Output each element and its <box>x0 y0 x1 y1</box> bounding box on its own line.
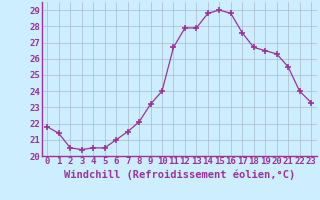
X-axis label: Windchill (Refroidissement éolien,°C): Windchill (Refroidissement éolien,°C) <box>64 169 295 180</box>
